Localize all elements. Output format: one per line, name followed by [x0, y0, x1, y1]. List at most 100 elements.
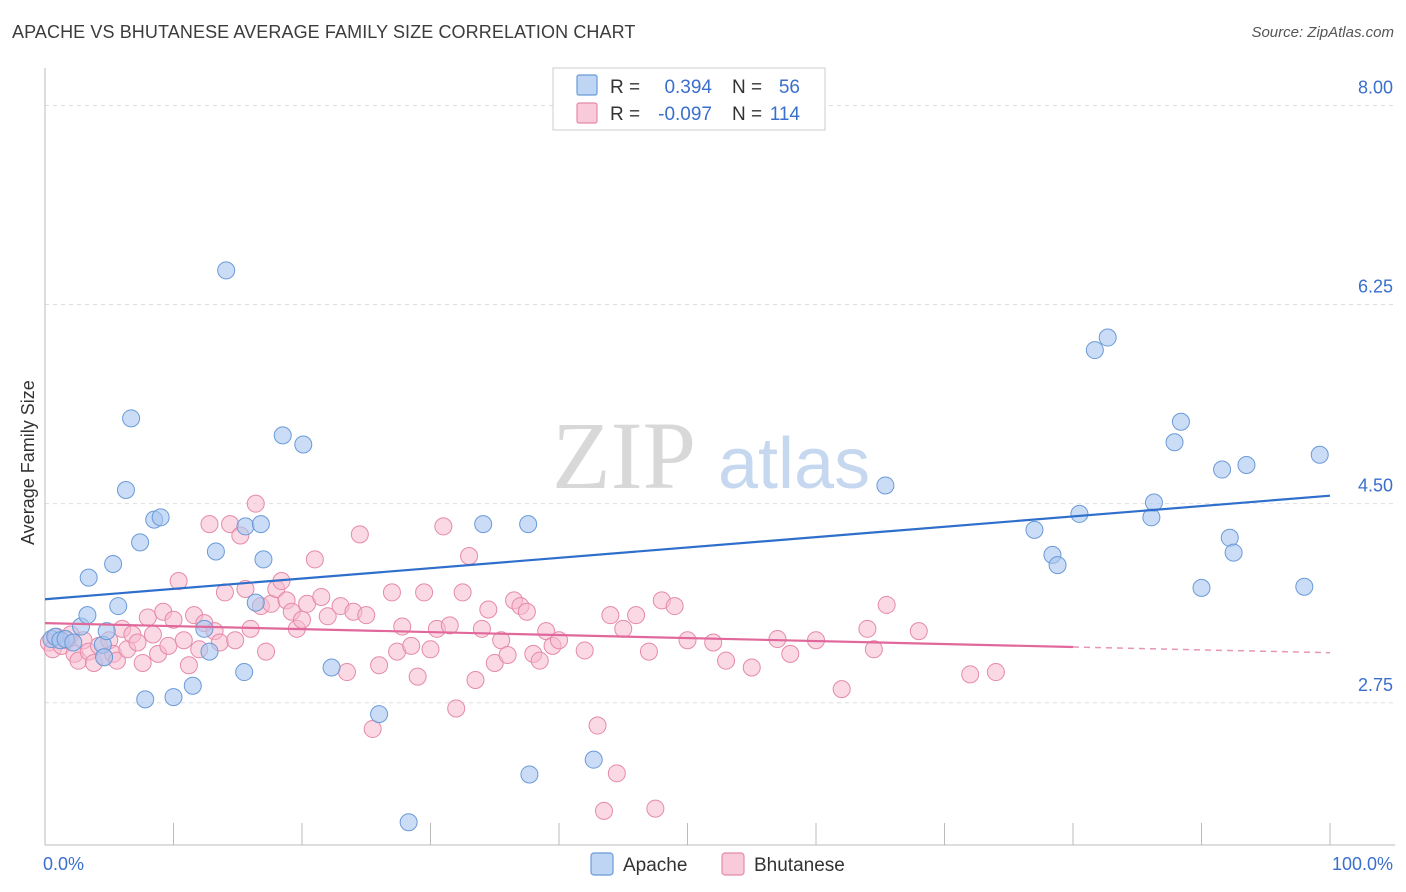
apache-swatch: [576, 74, 598, 96]
bhutanese-point-21: [138, 608, 157, 627]
x-tick-label-1: 100.0%: [1332, 854, 1393, 874]
gridlines: [45, 104, 1395, 704]
apache-point-49: [1171, 412, 1190, 431]
bhutanese-point-40: [236, 580, 255, 598]
apache-point-20: [183, 676, 202, 695]
bhutanese-point-19: [128, 633, 147, 652]
bhutanese-trend-line: [44, 622, 1074, 649]
bhutanese-point-97: [639, 642, 658, 661]
apache-point-22: [200, 642, 219, 661]
bhutanese-point-62: [370, 656, 389, 675]
apache-point-51: [1213, 460, 1232, 479]
apache-point-42: [1048, 556, 1067, 575]
bhutanese-n-value: 114: [770, 104, 801, 125]
x-tick-labels: 0.0% 100.0%: [43, 854, 1393, 874]
y-tick-label-0: 2.75: [1358, 675, 1393, 695]
bhutanese-point-104: [742, 658, 761, 677]
legend-bhutanese-label[interactable]: Bhutanese: [754, 855, 845, 876]
apache-point-53: [1224, 543, 1243, 562]
apache-trend-line: [44, 494, 1331, 601]
bhutanese-point-29: [179, 656, 198, 675]
bhutanese-point-60: [357, 606, 376, 625]
bhutanese-point-113: [961, 665, 980, 684]
bhutanese-point-71: [434, 517, 453, 536]
bhutanese-point-68: [415, 583, 434, 602]
apache-point-19: [164, 688, 183, 707]
bhutanese-point-20: [133, 653, 152, 672]
legend-bhutanese-swatch[interactable]: [721, 852, 745, 876]
watermark-zip: ZIP: [552, 402, 696, 509]
bhutanese-point-42: [246, 494, 265, 513]
bhutanese-point-57: [337, 663, 356, 682]
bhutanese-swatch: [576, 102, 598, 124]
bhutanese-point-53: [305, 550, 324, 569]
apache-point-47: [1144, 493, 1163, 512]
apache-point-10: [97, 622, 116, 641]
trend-lines: [44, 494, 1331, 654]
bhutanese-point-114: [986, 663, 1005, 682]
apache-point-38: [584, 750, 603, 769]
bhutanese-point-25: [159, 636, 178, 655]
apache-point-6: [78, 606, 97, 625]
apache-point-13: [116, 481, 135, 500]
apache-point-23: [206, 542, 225, 561]
y-tick-label-3: 8.00: [1358, 77, 1393, 97]
bhutanese-point-38: [226, 631, 245, 650]
bhutanese-point-36: [215, 583, 234, 602]
bhutanese-point-59: [350, 525, 369, 544]
bhutanese-point-69: [421, 640, 440, 659]
apache-point-18: [151, 508, 170, 527]
bhutanese-point-75: [460, 547, 479, 566]
bhutanese-point-66: [402, 636, 421, 655]
y-tick-labels: 2.75 4.50 6.25 8.00: [1358, 77, 1393, 694]
bhutanese-point-111: [877, 595, 896, 614]
apache-point-11: [104, 554, 123, 573]
bhutanese-point-81: [498, 645, 517, 664]
apache-r-value: 0.394: [664, 77, 712, 98]
series-legend: Apache Bhutanese: [590, 852, 845, 876]
apache-point-16: [136, 690, 155, 709]
apache-point-25: [235, 663, 254, 682]
bhutanese-point-77: [472, 619, 491, 638]
bhutanese-point-44: [257, 642, 276, 661]
legend-apache-swatch[interactable]: [590, 852, 614, 876]
bhutanese-r-label: R =: [610, 104, 640, 125]
apache-point-29: [254, 550, 273, 569]
apache-point-21: [195, 619, 214, 638]
bhutanese-trend-extension: [1072, 646, 1331, 654]
bhutanese-point-98: [646, 799, 665, 818]
bhutanese-point-95: [614, 619, 633, 638]
bhutanese-point-67: [408, 667, 427, 686]
apache-point-56: [1310, 445, 1329, 464]
bhutanese-points: [39, 494, 1005, 820]
bhutanese-point-86: [530, 651, 549, 670]
apache-point-30: [273, 426, 292, 445]
bhutanese-point-54: [312, 587, 331, 606]
bhutanese-point-90: [575, 641, 594, 660]
bhutanese-point-102: [704, 633, 723, 652]
apache-point-28: [251, 515, 270, 534]
legend-apache-label[interactable]: Apache: [623, 855, 687, 876]
y-tick-label-1: 4.50: [1358, 476, 1393, 496]
y-tick-label-2: 6.25: [1358, 277, 1393, 297]
apache-point-48: [1165, 433, 1184, 452]
apache-point-24: [217, 261, 236, 280]
apache-point-44: [1085, 341, 1104, 360]
apache-point-27: [246, 593, 265, 612]
apache-point-15: [131, 533, 150, 552]
bhutanese-point-103: [717, 651, 736, 670]
apache-point-34: [399, 813, 418, 832]
apache-point-31: [294, 435, 313, 454]
bhutanese-point-26: [164, 610, 183, 629]
bhutanese-point-76: [466, 671, 485, 690]
apache-n-value: 56: [779, 77, 800, 98]
bhutanese-point-72: [440, 616, 459, 635]
bhutanese-point-73: [447, 699, 466, 718]
bhutanese-point-74: [453, 583, 472, 602]
bhutanese-point-101: [678, 631, 697, 650]
apache-point-43: [1070, 504, 1089, 523]
source-credit: Source: ZipAtlas.com: [1251, 24, 1394, 41]
bhutanese-point-28: [174, 631, 193, 650]
bhutanese-point-96: [627, 606, 646, 625]
apache-point-35: [474, 515, 493, 534]
